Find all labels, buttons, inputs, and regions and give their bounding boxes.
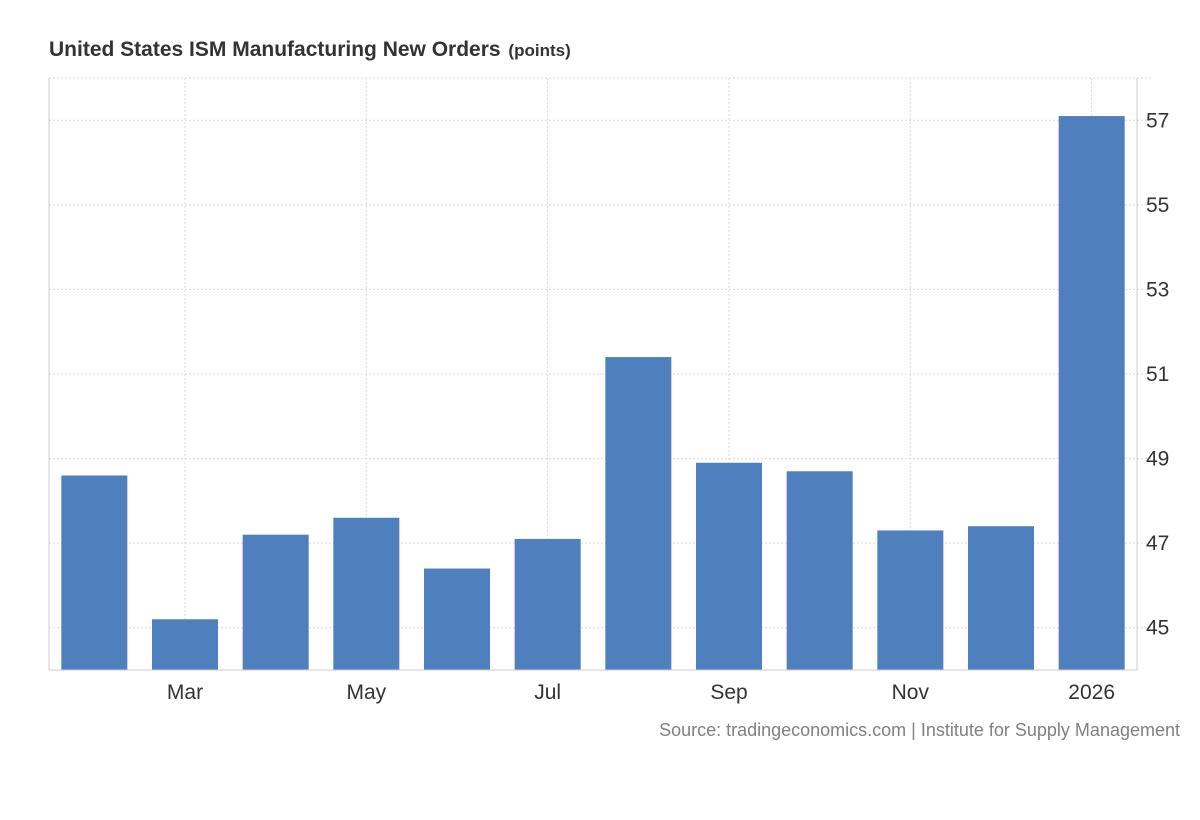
bars	[61, 116, 1125, 671]
bar-oct	[786, 471, 853, 670]
y-tick-label-53: 53	[1146, 278, 1169, 301]
x-tick-label-nov: Nov	[892, 681, 930, 704]
bar-may	[333, 517, 400, 670]
bar-aug	[605, 357, 672, 670]
bar-feb	[61, 475, 128, 670]
chart-title: United States ISM Manufacturing New Orde…	[49, 38, 571, 62]
y-tick-label-51: 51	[1146, 363, 1169, 386]
chart-title-text: United States ISM Manufacturing New Orde…	[49, 38, 501, 61]
x-tick-label-may: May	[346, 681, 386, 704]
y-tick-label-45: 45	[1146, 617, 1169, 640]
bar-sep	[696, 462, 762, 670]
bar-nov	[877, 530, 944, 670]
x-tick-label-sep: Sep	[710, 681, 747, 704]
bar-dec	[968, 526, 1034, 670]
y-tick-label-55: 55	[1146, 194, 1169, 217]
bar-apr	[242, 534, 309, 670]
y-tick-label-47: 47	[1146, 532, 1169, 555]
x-axis-labels: Mar May Jul Sep Nov 2026	[167, 681, 1115, 704]
x-tick-label-mar: Mar	[167, 681, 203, 704]
y-tick-label-49: 49	[1146, 448, 1169, 471]
axes	[48, 78, 1138, 671]
source-note: Source: tradingeconomics.com | Institute…	[659, 720, 1180, 740]
chart-unit: (points)	[508, 41, 571, 60]
bar-mar	[152, 619, 218, 670]
y-axis-labels: 45 47 49 51 53 55 57	[1146, 109, 1169, 639]
bar-jun	[424, 568, 490, 670]
y-tick-label-57: 57	[1146, 109, 1169, 132]
bar-jul	[514, 538, 581, 670]
bar-2026	[1058, 116, 1125, 671]
x-tick-label-jul: Jul	[534, 681, 561, 704]
x-tick-label-2026: 2026	[1068, 681, 1115, 704]
